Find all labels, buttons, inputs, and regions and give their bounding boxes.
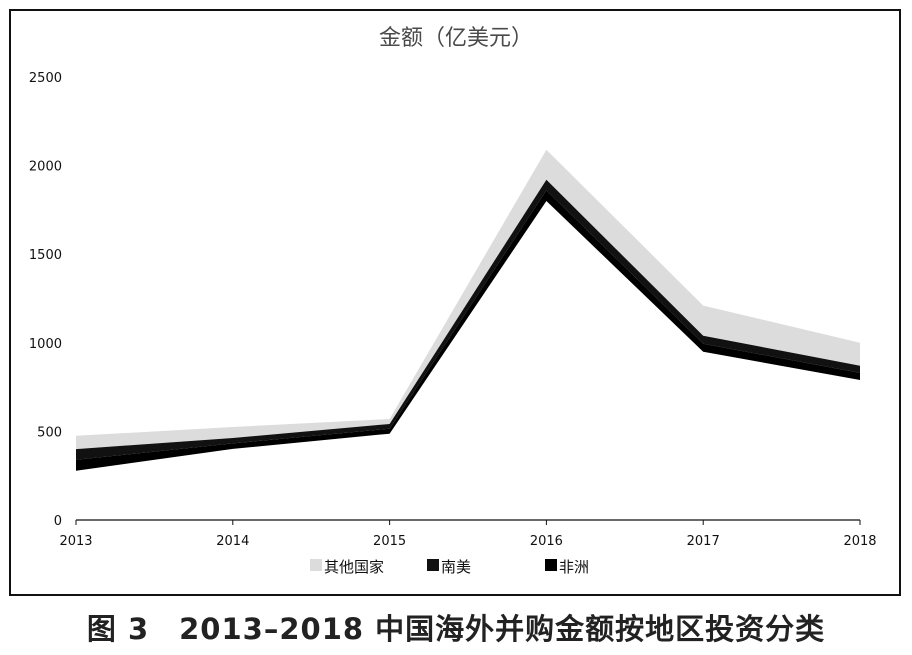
- legend-item: 其他国家: [310, 558, 384, 576]
- legend: 其他国家 南美 非洲: [310, 558, 589, 576]
- y-tick-label: 0: [54, 514, 62, 529]
- chart-frame: [9, 9, 901, 596]
- chart-title: 金额（亿美元）: [379, 26, 533, 51]
- legend-swatch: [310, 559, 322, 571]
- x-tick-label: 2018: [843, 534, 876, 549]
- axes: 2013 2014 2015 2016 2017 2018 0 500 1000 1500 2000…: [29, 71, 877, 549]
- x-tick-label: 2015: [373, 534, 406, 549]
- legend-item: 非洲: [545, 558, 589, 576]
- legend-item: 南美: [427, 558, 471, 576]
- x-tick-label: 2016: [530, 534, 563, 549]
- y-tick-label: 2000: [29, 160, 62, 175]
- legend-swatch: [427, 559, 439, 571]
- series-bands: [76, 149, 860, 471]
- series-band-1: [76, 149, 860, 450]
- area-chart: 金额（亿美元） 2013 2014 2015 2016 2017 2018 0 500 1000…: [29, 26, 877, 576]
- figure-caption: 图 3 2013–2018 中国海外并购金额按地区投资分类: [86, 612, 826, 646]
- y-tick-label: 1500: [29, 248, 62, 263]
- legend-label: 南美: [441, 558, 471, 576]
- legend-swatch: [545, 559, 557, 571]
- x-tick-label: 2014: [216, 534, 249, 549]
- y-tick-label: 500: [37, 425, 62, 440]
- x-tick-label: 2017: [687, 534, 720, 549]
- y-tick-label: 2500: [29, 71, 62, 86]
- y-tick-label: 1000: [29, 337, 62, 352]
- legend-label: 非洲: [559, 558, 589, 576]
- legend-label: 其他国家: [324, 558, 384, 576]
- x-tick-label: 2013: [59, 534, 92, 549]
